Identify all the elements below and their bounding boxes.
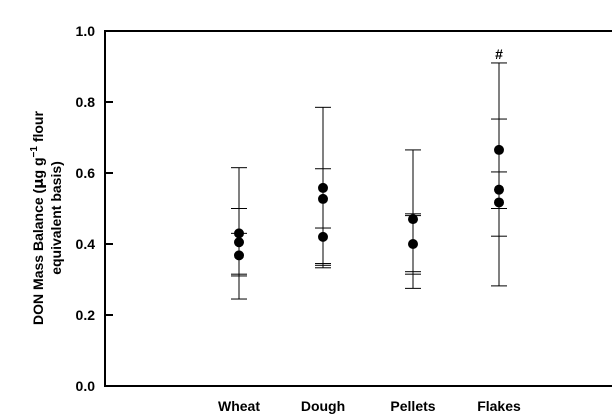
data-point xyxy=(494,144,504,155)
y-tick-label: 0.8 xyxy=(76,94,96,110)
y-tick-label: 0.2 xyxy=(76,307,96,323)
y-tick-label: 0.4 xyxy=(76,236,96,252)
data-point xyxy=(408,214,418,225)
x-category-label: Dough xyxy=(301,398,345,414)
y-axis-label-superscript: −1 xyxy=(29,146,40,158)
y-axis-label-line1: DON Mass Balance (μg g−1 flour xyxy=(29,111,47,325)
error-bars xyxy=(231,62,507,300)
y-axis-label-line2: equivalent basis) xyxy=(48,161,64,275)
y-axis-label-suffix: flour xyxy=(30,111,46,147)
data-point xyxy=(408,239,418,249)
y-ticks: 0.0 0.2 0.4 0.6 0.8 1.0 xyxy=(76,23,113,394)
category-labels: Wheat Dough Pellets Flakes xyxy=(218,398,521,414)
data-point xyxy=(234,250,244,261)
y-tick-label: 1.0 xyxy=(76,23,96,39)
x-category-label: Wheat xyxy=(218,398,260,414)
y-tick-label: 0.0 xyxy=(76,378,96,394)
data-point xyxy=(234,228,244,239)
y-tick-label: 0.6 xyxy=(76,165,96,181)
data-point xyxy=(494,184,504,195)
x-category-label: Flakes xyxy=(477,398,521,414)
annotations: # xyxy=(495,46,503,62)
data-points xyxy=(234,144,504,261)
data-point xyxy=(494,197,504,208)
x-category-label: Pellets xyxy=(390,398,435,414)
y-axis-label-unit: g g xyxy=(30,157,46,178)
data-point xyxy=(318,182,328,193)
y-axis-label-mu: μ xyxy=(31,178,47,188)
data-point xyxy=(234,237,244,248)
data-point xyxy=(318,193,328,204)
annotation-label: # xyxy=(495,46,503,62)
y-axis-label-prefix: DON Mass Balance ( xyxy=(30,188,46,324)
axes xyxy=(104,30,612,387)
data-point xyxy=(318,231,328,242)
